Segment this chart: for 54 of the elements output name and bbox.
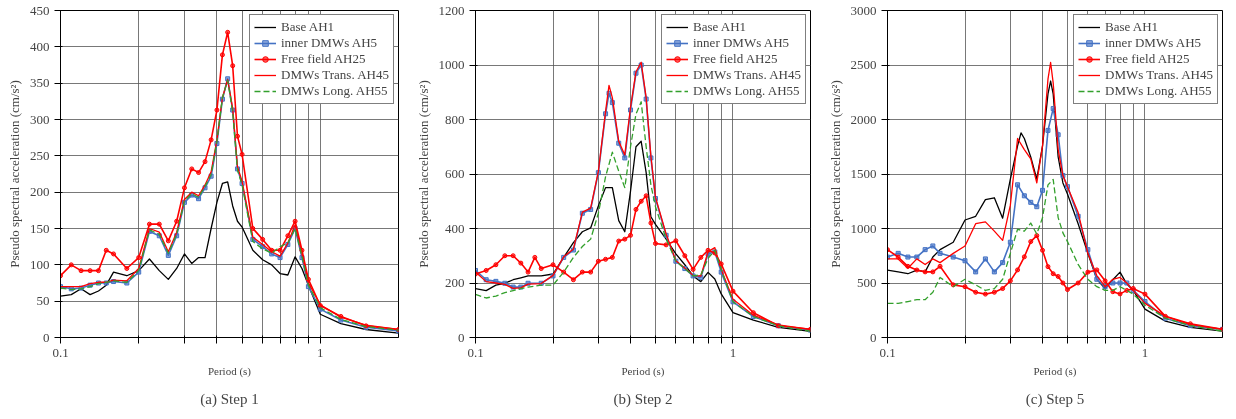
legend-label: Free field AH25 xyxy=(1105,51,1190,67)
y-tick-label: 350 xyxy=(30,75,50,91)
legend-label: DMWs Trans. AH45 xyxy=(281,67,389,83)
y-tick-label: 600 xyxy=(445,166,465,181)
text: (b) Step 2 xyxy=(613,390,673,408)
y-axis-title: Pseudo spectral acceleration (cm/s²) xyxy=(415,80,431,268)
x-tick-label: 1 xyxy=(1141,344,1149,360)
y-tick-label: 3000 xyxy=(850,2,877,18)
legend-label: Base AH1 xyxy=(1105,19,1159,35)
y-tick-label: 0 xyxy=(870,329,877,345)
legend-label: Base AH1 xyxy=(693,19,747,35)
x-tick-label: 0.1 xyxy=(879,344,896,360)
legend-label: inner DMWs AH5 xyxy=(1105,35,1202,51)
y-tick-label: 150 xyxy=(30,220,50,236)
y-tick-label: 400 xyxy=(445,220,465,236)
legend-label: DMWs Long. AH55 xyxy=(1105,83,1212,99)
x-axis-title: Period (s) xyxy=(1033,364,1077,378)
y-tick-label: 100 xyxy=(30,256,50,272)
x-axis-title: Period (s) xyxy=(621,364,665,378)
y-tick-label: 1200 xyxy=(438,2,465,18)
legend-label: Base AH1 xyxy=(281,19,335,35)
legend-label: DMWs Long. AH55 xyxy=(281,83,388,99)
x-axis-title: Period (s) xyxy=(207,364,252,378)
y-tick-label: 300 xyxy=(30,111,50,127)
x-tick-label: 0.1 xyxy=(52,344,69,360)
legend-label: DMWs Trans. AH45 xyxy=(693,67,801,83)
y-tick-label: 400 xyxy=(30,38,50,54)
y-axis-title: Pseudo spectral acceleration (cm/s²) xyxy=(7,80,22,268)
y-tick-label: 50 xyxy=(36,293,50,309)
legend-label: DMWs Long. AH55 xyxy=(693,83,800,99)
legend-label: inner DMWs AH5 xyxy=(281,35,378,51)
x-tick-label: 1 xyxy=(729,344,737,360)
x-tick-label: 1 xyxy=(317,344,324,360)
y-tick-label: 500 xyxy=(857,275,877,290)
y-tick-label: 1000 xyxy=(850,220,877,236)
y-tick-label: 0 xyxy=(43,329,50,345)
y-tick-label: 1500 xyxy=(850,166,877,181)
legend-label: Free field AH25 xyxy=(693,51,778,67)
y-tick-label: 1000 xyxy=(438,57,465,72)
legend-label: Free field AH25 xyxy=(281,51,366,67)
legend-label: inner DMWs AH5 xyxy=(693,35,790,51)
y-tick-label: 200 xyxy=(445,275,465,290)
x-tick-label: 0.1 xyxy=(467,344,484,360)
y-tick-label: 450 xyxy=(30,2,50,18)
text: (c) Step 5 xyxy=(1025,390,1085,408)
y-tick-label: 2500 xyxy=(850,57,877,72)
y-tick-label: 0 xyxy=(458,329,465,345)
legend-label: DMWs Trans. AH45 xyxy=(1105,67,1213,83)
y-tick-label: 250 xyxy=(30,147,50,163)
text: (a) Step 1 xyxy=(200,390,259,408)
y-tick-label: 800 xyxy=(445,111,465,127)
y-tick-label: 200 xyxy=(30,184,50,200)
y-axis-title: Pseudo spectral acceleration (cm/s²) xyxy=(827,80,843,268)
y-tick-label: 2000 xyxy=(850,111,877,127)
